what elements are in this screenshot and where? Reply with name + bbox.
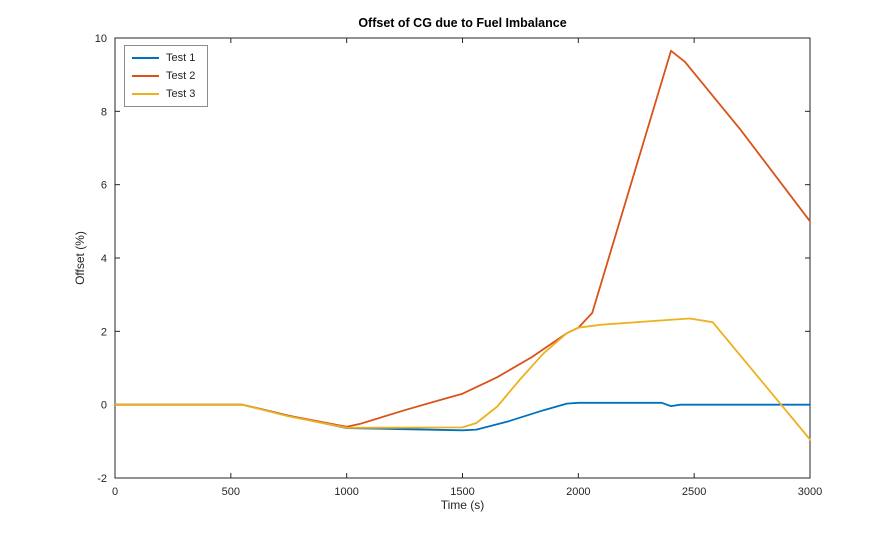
y-tick-label: 8 [101,106,107,118]
legend-item-test-3: Test 3 [132,87,195,101]
x-tick-label: 1000 [334,486,358,498]
y-axis-label: Offset (%) [73,231,87,285]
legend-label: Test 3 [166,88,196,100]
x-tick-label: 2500 [682,486,706,498]
legend-line-swatch [132,57,159,59]
axes-box [114,37,811,479]
y-tick-label: 4 [101,253,107,265]
legend-label: Test 1 [166,52,196,64]
series-line-test-1 [114,401,811,432]
x-tick-label: 1500 [450,486,474,498]
y-tick-label: 6 [101,180,107,192]
legend-line-swatch [132,93,159,95]
x-axis-label: Time (s) [440,498,485,512]
y-tick-label: 0 [101,400,107,412]
x-tick-label: 0 [112,486,118,498]
legend-item-test-1: Test 1 [132,51,195,65]
y-tick-label: 10 [95,33,107,45]
y-tick-label: 2 [101,326,107,338]
legend-line-swatch [132,75,159,77]
series-line-test-2 [114,49,811,428]
x-tick-label: 3000 [798,486,822,498]
y-tick-label: -2 [97,473,107,485]
legend-label: Test 2 [166,70,196,82]
legend-item-test-2: Test 2 [132,69,195,83]
x-tick-label: 500 [222,486,240,498]
series-line-test-3 [114,317,811,441]
legend: Test 1 Test 2 Test 3 [124,45,209,107]
x-tick-label: 2000 [566,486,590,498]
chart-title: Offset of CG due to Fuel Imbalance [358,16,567,30]
